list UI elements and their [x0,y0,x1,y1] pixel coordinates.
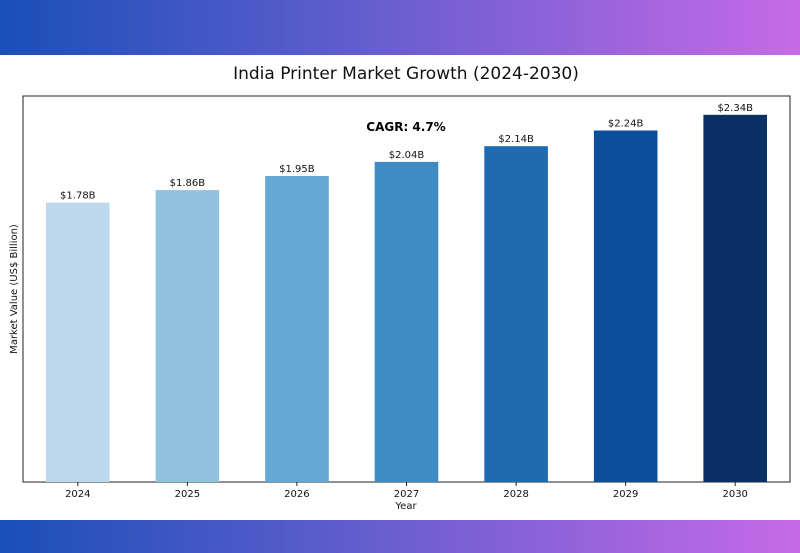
x-tick-label-2025: 2025 [175,489,200,500]
y-axis-label: Market Value (US$ Billion) [9,224,20,354]
value-label-2024: $1.78B [60,191,96,202]
bar-2028 [484,146,548,482]
value-label-2027: $2.04B [389,150,425,161]
chart-title: India Printer Market Growth (2024-2030) [233,64,579,84]
bar-2030 [703,114,767,483]
x-tick-label-2027: 2027 [394,489,419,500]
value-label-2029: $2.24B [608,119,644,130]
bar-chart: India Printer Market Growth (2024-2030) … [9,64,791,512]
top-banner [0,0,800,55]
value-label-2030: $2.34B [717,103,753,114]
x-ticks-group: 2024 2025 2026 2027 2028 2029 2030 [65,482,748,500]
value-labels-group: $1.78B $1.86B $1.95B $2.04B $2.14B $2.24B $2.3… [60,103,753,202]
x-tick-label-2024: 2024 [65,489,90,500]
x-tick-label-2026: 2026 [284,489,309,500]
x-tick-label-2029: 2029 [613,489,638,500]
bottom-banner [0,520,800,553]
cagr-annotation: CAGR: 4.7% [366,120,445,134]
value-label-2026: $1.95B [279,164,315,175]
x-axis-label: Year [394,501,417,512]
value-label-2028: $2.14B [498,134,534,145]
bar-2026 [265,176,329,482]
bar-2029 [593,130,658,482]
bar-2025 [155,190,220,482]
bars-group [46,114,767,483]
x-tick-label-2028: 2028 [503,489,528,500]
x-tick-label-2030: 2030 [722,489,747,500]
value-label-2025: $1.86B [170,178,206,189]
bar-2027 [374,161,439,482]
bar-2024 [46,202,110,482]
